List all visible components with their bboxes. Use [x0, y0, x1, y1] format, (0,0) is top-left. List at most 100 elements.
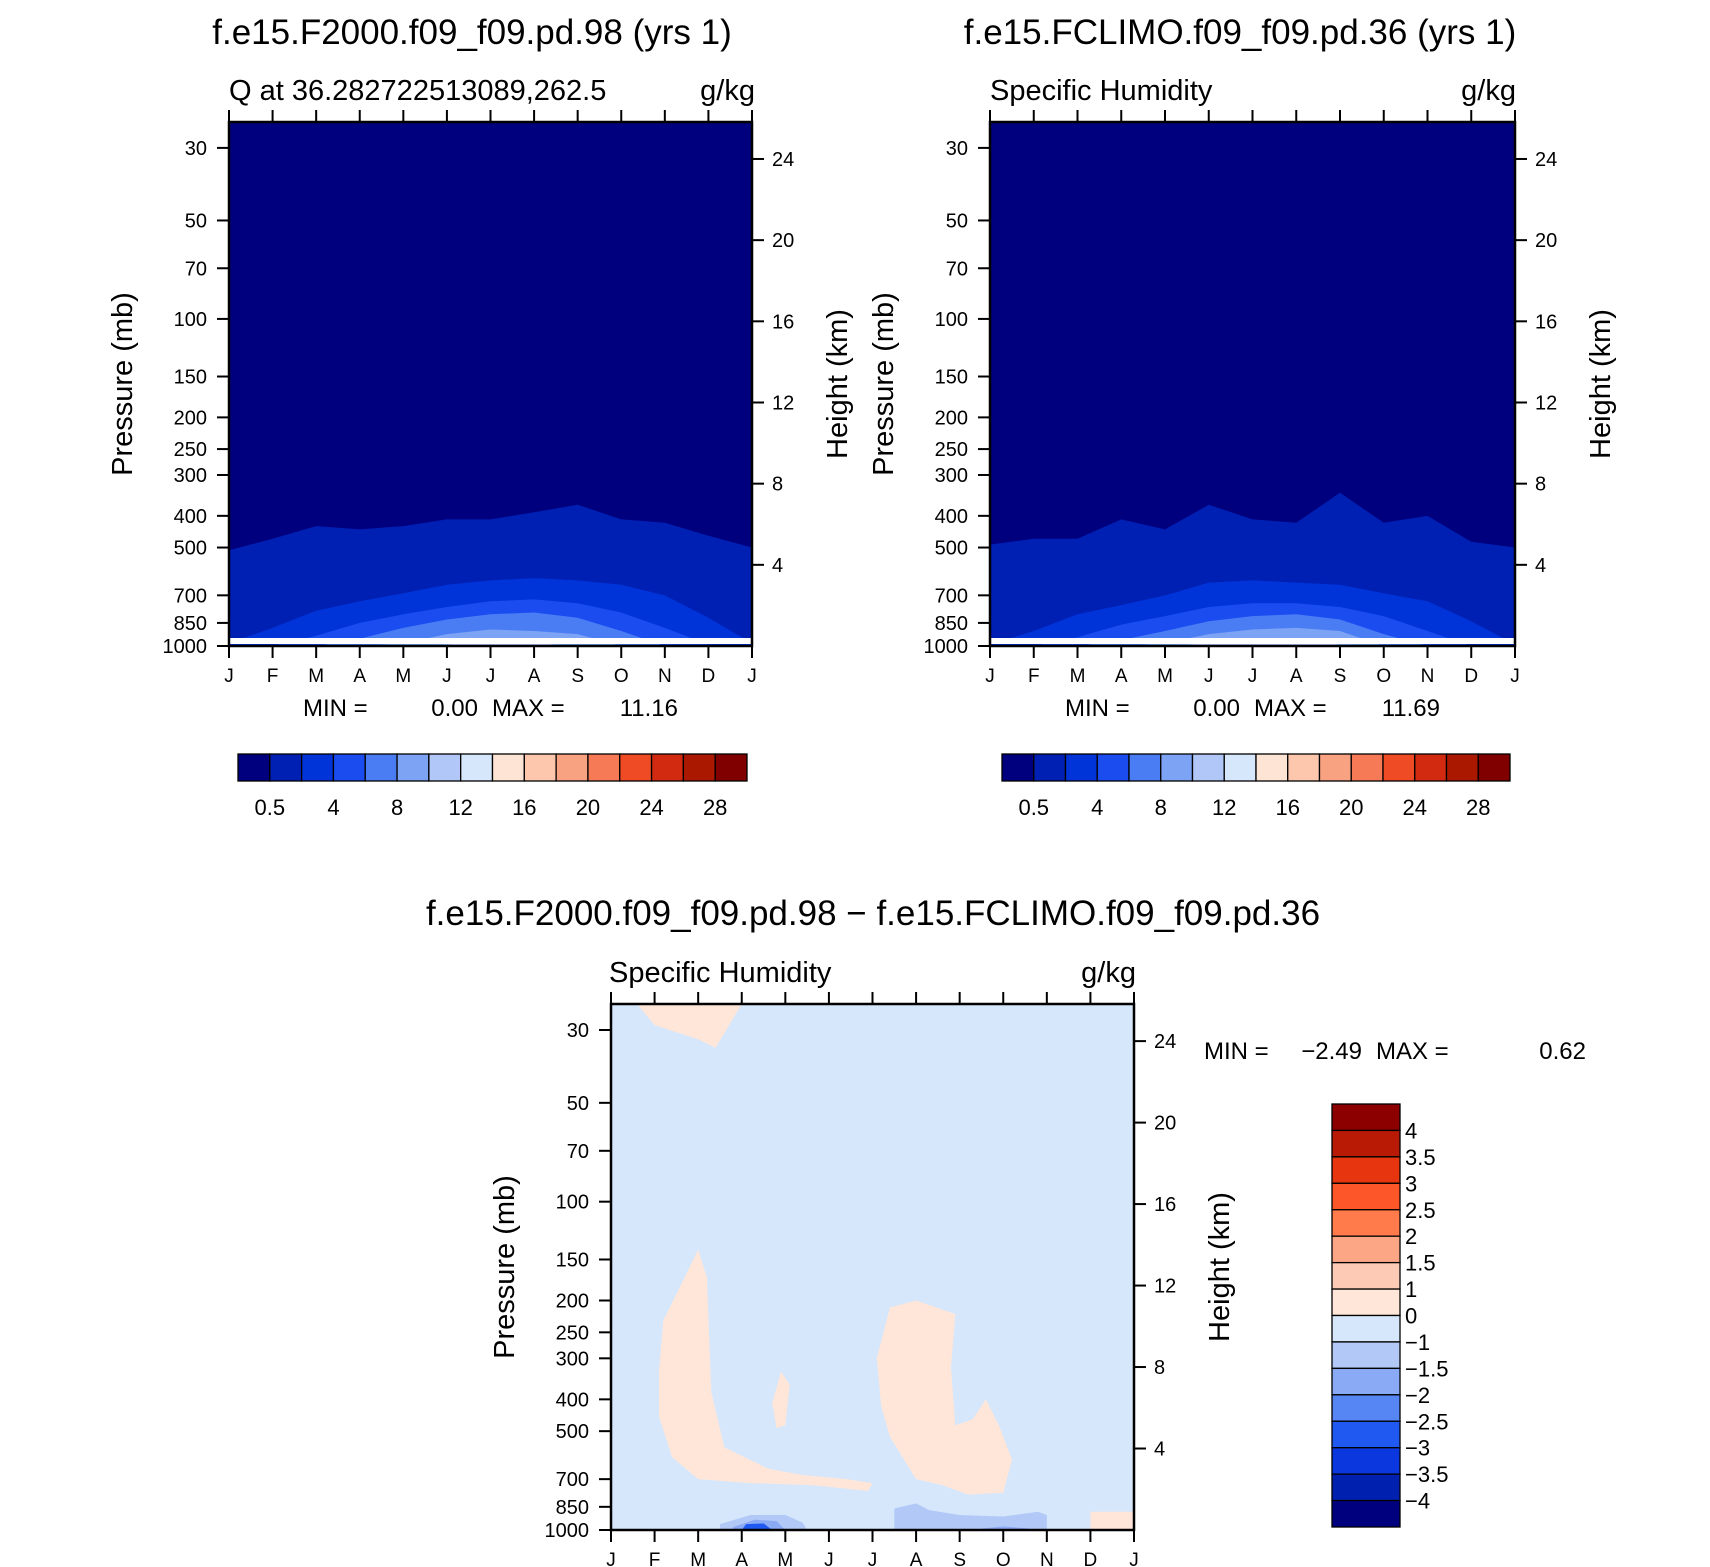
stats-min-label: MIN =: [1065, 695, 1130, 722]
height-tick-label: 20: [1154, 1113, 1176, 1135]
x-tick-label: O: [996, 1550, 1011, 1567]
colorbar-label: 0.5: [1018, 795, 1049, 820]
height-tick-label: 12: [1535, 392, 1557, 414]
pressure-tick-label: 500: [556, 1421, 589, 1443]
colorbar-label: 24: [639, 795, 663, 820]
x-tick-label: J: [1248, 666, 1258, 687]
colorbar-swatch: [1223, 753, 1257, 782]
pressure-tick-label: 250: [556, 1322, 589, 1344]
colorbar-label: 12: [1212, 795, 1236, 820]
x-tick-label: S: [953, 1550, 966, 1567]
colorbar-label: 1.5: [1405, 1251, 1436, 1276]
x-tick-label: J: [224, 666, 234, 687]
height-tick-label: 24: [1535, 149, 1557, 171]
pressure-tick-label: 850: [935, 613, 968, 635]
pressure-tick-label: 100: [935, 309, 968, 331]
x-tick-label: M: [1157, 666, 1173, 687]
height-tick-label: 8: [772, 474, 783, 496]
stats-max-label: MAX =: [1254, 695, 1327, 722]
pressure-axis-title: Pressure (mb): [107, 292, 139, 476]
height-tick-label: 16: [1535, 311, 1557, 333]
height-axis-title: Height (km): [1585, 309, 1617, 459]
panel-fclimo: f.e15.FCLIMO.f09_f09.pd.36 (yrs 1) Speci…: [868, 13, 1617, 820]
pressure-tick-label: 700: [174, 585, 207, 607]
positive-region-jul-oct-column: [876, 1300, 1012, 1495]
units-label: g/kg: [700, 75, 755, 107]
colorbar-label: 1: [1405, 1277, 1417, 1302]
pressure-tick-label: 150: [174, 367, 207, 389]
variable-label: Specific Humidity: [990, 75, 1213, 107]
colorbar-swatch: [1287, 753, 1321, 782]
colorbar-swatch: [396, 753, 430, 782]
surface-strip: [229, 638, 752, 644]
colorbar-label: 4: [327, 795, 339, 820]
x-tick-label: S: [571, 666, 584, 687]
colorbar-swatch: [1331, 1341, 1401, 1370]
colorbar-swatch: [332, 753, 366, 782]
x-tick-label: J: [868, 1550, 878, 1567]
colorbar-swatch: [1331, 1182, 1401, 1211]
height-tick-label: 16: [1154, 1194, 1176, 1216]
pressure-tick-label: 700: [935, 585, 968, 607]
stats-max: 11.69: [1382, 695, 1440, 722]
pressure-axis-title: Pressure (mb): [868, 292, 900, 476]
x-tick-label: F: [1028, 666, 1040, 687]
pressure-tick-label: 400: [556, 1389, 589, 1411]
units-label: g/kg: [1461, 75, 1516, 107]
positive-region-feb-mar-tongue: [658, 1249, 873, 1491]
contour-band-level-6: [229, 612, 752, 646]
pressure-tick-label: 400: [935, 506, 968, 528]
colorbar-label: 8: [1155, 795, 1167, 820]
colorbar-swatch: [1331, 1314, 1401, 1343]
stats-max: 0.62: [1539, 1038, 1586, 1065]
pressure-tick-label: 300: [174, 465, 207, 487]
x-tick-label: J: [985, 666, 995, 687]
colorbar-swatch: [1331, 1288, 1401, 1317]
x-tick-label: D: [1084, 1550, 1098, 1567]
colorbar-swatch: [555, 753, 589, 782]
pressure-tick-label: 50: [567, 1093, 589, 1115]
positive-region-upper-stratosphere: [637, 1004, 742, 1048]
colorbar-swatch: [682, 753, 716, 782]
colorbar-label: 20: [576, 795, 600, 820]
x-tick-label: M: [308, 666, 324, 687]
pressure-tick-label: 250: [174, 439, 207, 461]
pressure-tick-label: 850: [174, 613, 207, 635]
colorbar-label: 3: [1405, 1171, 1417, 1196]
colorbar-swatch: [1331, 1209, 1401, 1237]
height-tick-label: 4: [772, 555, 783, 577]
stats-max-label: MAX =: [492, 695, 565, 722]
colorbar-swatch: [1445, 753, 1479, 782]
colorbar-swatch: [650, 753, 685, 782]
colorbar-label: 4: [1091, 795, 1103, 820]
colorbar-label: 20: [1339, 795, 1363, 820]
pressure-tick-label: 200: [174, 407, 207, 429]
colorbar-label: 0: [1405, 1304, 1417, 1329]
pressure-tick-label: 850: [556, 1497, 589, 1519]
x-tick-label: M: [690, 1550, 706, 1567]
stats-min: −2.49: [1301, 1038, 1362, 1065]
variable-label: Specific Humidity: [609, 957, 832, 989]
height-tick-label: 20: [772, 230, 794, 252]
units-label: g/kg: [1081, 957, 1136, 989]
colorbar-label: 28: [1466, 795, 1490, 820]
pressure-tick-label: 30: [185, 138, 207, 160]
stats-min: 0.00: [431, 695, 478, 722]
pressure-tick-label: 50: [946, 210, 968, 232]
x-tick-label: O: [614, 666, 629, 687]
x-tick-label: M: [1070, 666, 1086, 687]
colorbar-swatch: [364, 753, 398, 782]
colorbar-swatch: [491, 753, 525, 782]
pressure-tick-label: 150: [935, 367, 968, 389]
colorbar-swatch: [1331, 1447, 1401, 1475]
panel-difference: f.e15.F2000.f09_f09.pd.98 − f.e15.FCLIMO…: [426, 894, 1586, 1567]
colorbar-swatch: [1128, 753, 1162, 782]
negative-region: [894, 1503, 1047, 1530]
x-tick-label: A: [1290, 666, 1303, 687]
x-tick-label: S: [1334, 666, 1347, 687]
panel-title: f.e15.FCLIMO.f09_f09.pd.36 (yrs 1): [964, 13, 1516, 52]
x-tick-label: A: [735, 1550, 748, 1567]
colorbar-swatch: [619, 753, 653, 782]
colorbar-swatch: [1001, 753, 1035, 782]
colorbar-swatch: [428, 753, 462, 782]
